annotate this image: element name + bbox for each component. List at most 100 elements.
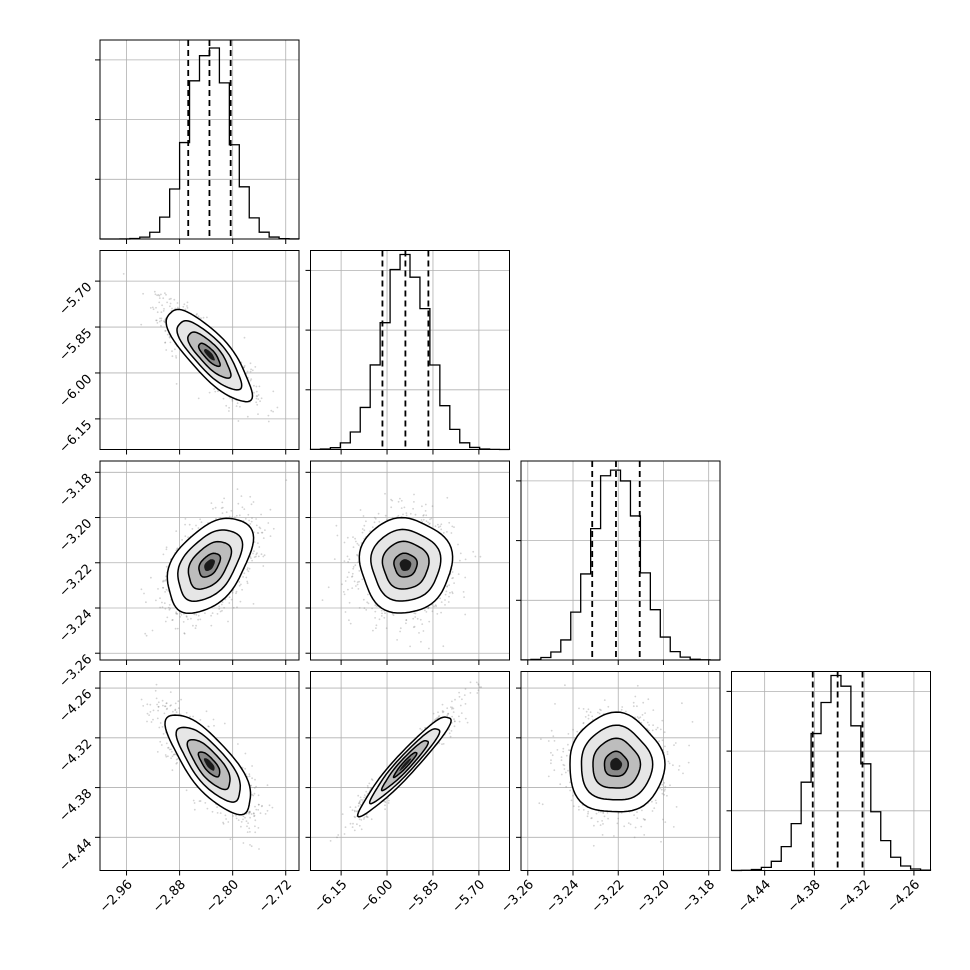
- contour-line-3-1-1: [198, 552, 222, 578]
- scatter-point: [249, 370, 252, 373]
- scatter-point: [336, 836, 338, 839]
- panel-4-3: [516, 671, 721, 876]
- scatter-point: [244, 767, 247, 770]
- scatter-point: [267, 414, 270, 417]
- scatter-point: [231, 398, 234, 401]
- scatter-point: [156, 717, 159, 720]
- scatter-point: [352, 566, 355, 568]
- scatter-point: [469, 692, 472, 694]
- scatter-point: [258, 848, 260, 850]
- scatter-point: [359, 803, 362, 806]
- scatter-point: [660, 788, 663, 791]
- scatter-point: [179, 612, 182, 615]
- scatter-point: [354, 810, 356, 813]
- scatter-point: [165, 702, 168, 704]
- scatter-point: [247, 570, 250, 573]
- scatter-point: [472, 550, 475, 553]
- scatter-point: [599, 824, 602, 826]
- scatter-point: [431, 505, 434, 508]
- scatter-point: [158, 297, 161, 299]
- scatter-point: [163, 321, 166, 324]
- scatter-point: [567, 743, 569, 746]
- scatter-point: [691, 721, 694, 723]
- contour-line-4-1-3: [175, 726, 242, 803]
- scatter-point: [459, 559, 461, 562]
- scatter-point: [246, 370, 249, 373]
- scatter-point: [360, 828, 363, 831]
- scatter-point: [682, 772, 684, 775]
- scatter-point: [157, 294, 160, 296]
- scatter-point: [569, 789, 571, 792]
- scatter-point: [224, 598, 227, 601]
- scatter-point: [358, 824, 361, 827]
- scatter-point: [344, 580, 347, 582]
- scatter-point: [458, 720, 461, 723]
- scatter-point: [349, 622, 352, 625]
- scatter-point: [161, 699, 164, 702]
- scatter-point: [463, 596, 465, 598]
- scatter-point: [352, 567, 355, 570]
- scatter-point: [272, 410, 274, 413]
- scatter-point: [237, 502, 240, 505]
- scatter-point: [200, 317, 202, 320]
- density-peak-3-2: [399, 559, 412, 571]
- scatter-point: [601, 834, 604, 836]
- scatter-point: [357, 561, 360, 564]
- scatter-point: [156, 751, 159, 753]
- scatter-point: [163, 712, 166, 715]
- scatter-point: [688, 744, 690, 747]
- scatter-point: [248, 811, 250, 814]
- scatter-point: [225, 511, 228, 514]
- scatter-point: [250, 503, 253, 506]
- scatter-point: [448, 521, 451, 524]
- scatter-point: [446, 707, 449, 710]
- scatter-point: [140, 323, 143, 326]
- scatter-point: [165, 565, 168, 568]
- scatter-point: [448, 732, 451, 735]
- scatter-point: [384, 801, 387, 804]
- scatter-point: [366, 785, 369, 787]
- scatter-point: [362, 515, 365, 517]
- scatter-point: [632, 705, 635, 708]
- scatter-point: [463, 694, 466, 696]
- scatter-point: [174, 702, 177, 705]
- scatter-point: [195, 524, 197, 527]
- contour-line-3-2-2: [381, 540, 430, 590]
- scatter-point: [642, 701, 645, 704]
- scatter-point: [152, 718, 154, 721]
- scatter-point: [247, 513, 250, 516]
- scatter-point: [329, 840, 332, 842]
- scatter-point: [165, 546, 168, 549]
- scatter-point: [228, 410, 230, 412]
- scatter-point: [353, 809, 356, 812]
- panel-2-1: [95, 250, 300, 455]
- scatter-point: [437, 526, 440, 529]
- scatter-point: [166, 616, 169, 619]
- scatter-point: [238, 584, 241, 587]
- scatter-point: [210, 624, 213, 627]
- scatter-point: [370, 818, 373, 821]
- scatter-point: [363, 524, 366, 527]
- scatter-point: [247, 822, 250, 824]
- scatter-point: [216, 812, 219, 814]
- scatter-point: [241, 506, 244, 509]
- scatter-point: [400, 499, 403, 502]
- scatter-point: [169, 607, 172, 610]
- scatter-point: [150, 576, 152, 579]
- scatter-point: [195, 314, 198, 316]
- scatter-point: [595, 812, 598, 815]
- scatter-point: [169, 305, 171, 308]
- scatter-point: [142, 705, 145, 707]
- scatter-point: [246, 580, 249, 583]
- scatter-point: [653, 807, 656, 809]
- scatter-point: [661, 739, 664, 742]
- scatter-point: [636, 705, 638, 708]
- scatter-point: [335, 524, 338, 527]
- scatter-point: [459, 552, 462, 555]
- scatter-point: [354, 816, 356, 819]
- scatter-point: [643, 818, 646, 821]
- scatter-point: [466, 721, 469, 724]
- scatter-point: [177, 700, 180, 703]
- scatter-point: [276, 406, 279, 409]
